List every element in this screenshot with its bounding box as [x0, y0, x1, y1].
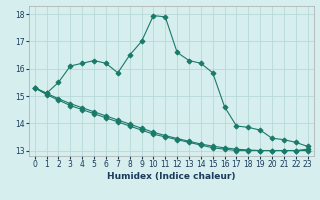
X-axis label: Humidex (Indice chaleur): Humidex (Indice chaleur) [107, 172, 236, 181]
